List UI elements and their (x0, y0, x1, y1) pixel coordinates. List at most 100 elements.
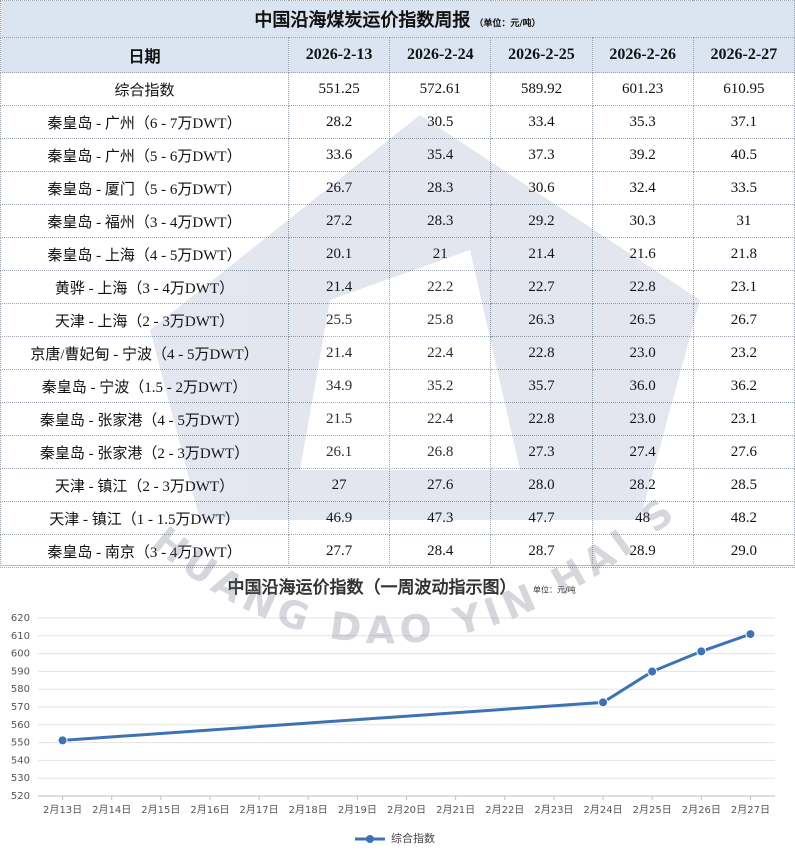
cell: 27 (287, 468, 391, 502)
cell: 32.4 (591, 171, 694, 205)
row-label: 秦皇岛 - 广州（5 - 6万DWT） (0, 138, 289, 172)
cell: 34.9 (287, 369, 391, 403)
x-tick-label: 2月16日 (190, 804, 229, 816)
cell: 26.8 (389, 435, 492, 469)
x-tick-label: 2月21日 (436, 804, 475, 816)
cell: 23.2 (692, 336, 795, 370)
y-tick-label: 600 (11, 649, 30, 660)
cell: 22.8 (490, 336, 593, 370)
cell: 2026-2-24 (389, 37, 492, 73)
cell: 22.4 (389, 402, 492, 436)
cell: 28.4 (389, 534, 492, 568)
cell: 23.1 (692, 270, 795, 304)
cell: 2026-2-26 (591, 37, 694, 73)
cell: 21.8 (692, 237, 795, 271)
table-row: 黄骅 - 上海（3 - 4万DWT） 21.4 22.2 22.7 22.8 23.1 (0, 270, 795, 304)
row-label: 秦皇岛 - 宁波（1.5 - 2万DWT） (0, 369, 289, 403)
legend-marker (366, 835, 374, 843)
chart-title: 中国沿海运价指数（一周波动指示图） (228, 577, 517, 598)
cell: 551.25 (287, 72, 391, 106)
cell: 26.7 (287, 171, 391, 205)
x-tick-label: 2月19日 (338, 804, 377, 816)
cell: 25.5 (287, 303, 391, 337)
x-tick-label: 2月13日 (43, 804, 82, 816)
cell: 28.7 (490, 534, 593, 568)
cell: 28.0 (490, 468, 593, 502)
cell: 2026-2-25 (490, 37, 593, 73)
cell: 21.6 (591, 237, 694, 271)
cell: 23.0 (591, 336, 694, 370)
cell: 26.7 (692, 303, 795, 337)
table-row: 秦皇岛 - 福州（3 - 4万DWT） 27.2 28.3 29.2 30.3 31 (0, 204, 795, 238)
cell: 30.5 (389, 105, 492, 139)
table-title-cell: 中国沿海煤炭运价指数周报 （单位：元/吨） (0, 0, 795, 38)
x-tick-label: 2月24日 (583, 804, 622, 816)
cell: 601.23 (591, 72, 694, 106)
cell: 22.8 (591, 270, 694, 304)
cell: 33.4 (490, 105, 593, 139)
data-point (598, 697, 609, 708)
cell: 30.6 (490, 171, 593, 205)
cell: 22.8 (490, 402, 593, 436)
x-tick-label: 2月18日 (289, 804, 328, 816)
table-row: 秦皇岛 - 广州（6 - 7万DWT） 28.2 30.5 33.4 35.3 37.1 (0, 105, 795, 139)
data-point (57, 735, 68, 746)
cell: 21.4 (287, 270, 391, 304)
table-unit: （单位：元/吨） (474, 19, 541, 29)
x-tick-label: 2月23日 (534, 804, 573, 816)
cell: 35.3 (591, 105, 694, 139)
y-tick-label: 560 (11, 720, 30, 731)
cell: 35.2 (389, 369, 492, 403)
row-label: 天津 - 镇江（2 - 3万DWT） (0, 468, 289, 502)
cell: 23.0 (591, 402, 694, 436)
row-label: 天津 - 镇江（1 - 1.5万DWT） (0, 501, 289, 535)
cell: 27.4 (591, 435, 694, 469)
title-row: 中国沿海煤炭运价指数周报 （单位：元/吨） (0, 0, 795, 38)
row-label: 京唐/曹妃甸 - 宁波（4 - 5万DWT） (0, 336, 289, 370)
cell: 27.7 (287, 534, 391, 568)
cell: 28.9 (591, 534, 694, 568)
table-row: 秦皇岛 - 张家港（2 - 3万DWT） 26.1 26.8 27.3 27.4 27.6 (0, 435, 795, 469)
data-point (696, 646, 707, 657)
table-row: 京唐/曹妃甸 - 宁波（4 - 5万DWT） 21.4 22.4 22.8 23.0 23… (0, 336, 795, 370)
y-tick-label: 620 (11, 613, 30, 624)
row-label: 秦皇岛 - 张家港（2 - 3万DWT） (0, 435, 289, 469)
y-tick-label: 540 (11, 755, 30, 766)
cell: 40.5 (692, 138, 795, 172)
x-tick-label: 2月17日 (240, 804, 279, 816)
cell: 25.8 (389, 303, 492, 337)
table-row: 天津 - 镇江（2 - 3万DWT） 27 27.6 28.0 28.2 28.5 (0, 468, 795, 502)
y-tick-label: 590 (11, 666, 30, 677)
y-tick-label: 580 (11, 684, 30, 695)
y-tick-label: 550 (11, 738, 30, 749)
cell: 35.7 (490, 369, 593, 403)
row-label: 黄骅 - 上海（3 - 4万DWT） (0, 270, 289, 304)
x-tick-label: 2月20日 (387, 804, 426, 816)
data-point (745, 629, 756, 640)
cell: 28.3 (389, 204, 492, 238)
x-tick-label: 2月15日 (141, 804, 180, 816)
cell: 26.3 (490, 303, 593, 337)
cell: 48 (591, 501, 694, 535)
cell: 28.2 (591, 468, 694, 502)
row-label: 天津 - 上海（2 - 3万DWT） (0, 303, 289, 337)
cell: 33.6 (287, 138, 391, 172)
table-row: 秦皇岛 - 南京（3 - 4万DWT） 27.7 28.4 28.7 28.9 29.0 (0, 534, 795, 568)
cell: 21.5 (287, 402, 391, 436)
cell: 589.92 (490, 72, 593, 106)
cell: 26.5 (591, 303, 694, 337)
cell: 36.0 (591, 369, 694, 403)
cell: 20.1 (287, 237, 391, 271)
table-row: 秦皇岛 - 广州（5 - 6万DWT） 33.6 35.4 37.3 39.2 40.5 (0, 138, 795, 172)
table-row: 秦皇岛 - 上海（4 - 5万DWT） 20.1 21 21.4 21.6 21.8 (0, 237, 795, 271)
row-label: 秦皇岛 - 南京（3 - 4万DWT） (0, 534, 289, 568)
cell: 27.3 (490, 435, 593, 469)
y-tick-label: 610 (11, 631, 30, 642)
cell: 46.9 (287, 501, 391, 535)
chart: 中国沿海运价指数（一周波动指示图） 单位：元/吨 520 530 540 550 560… (0, 565, 795, 845)
cell: 27.6 (389, 468, 492, 502)
y-tick-label: 570 (11, 702, 30, 713)
x-tick-label: 2月26日 (682, 804, 721, 816)
cell: 36.2 (692, 369, 795, 403)
data-point (647, 666, 658, 677)
